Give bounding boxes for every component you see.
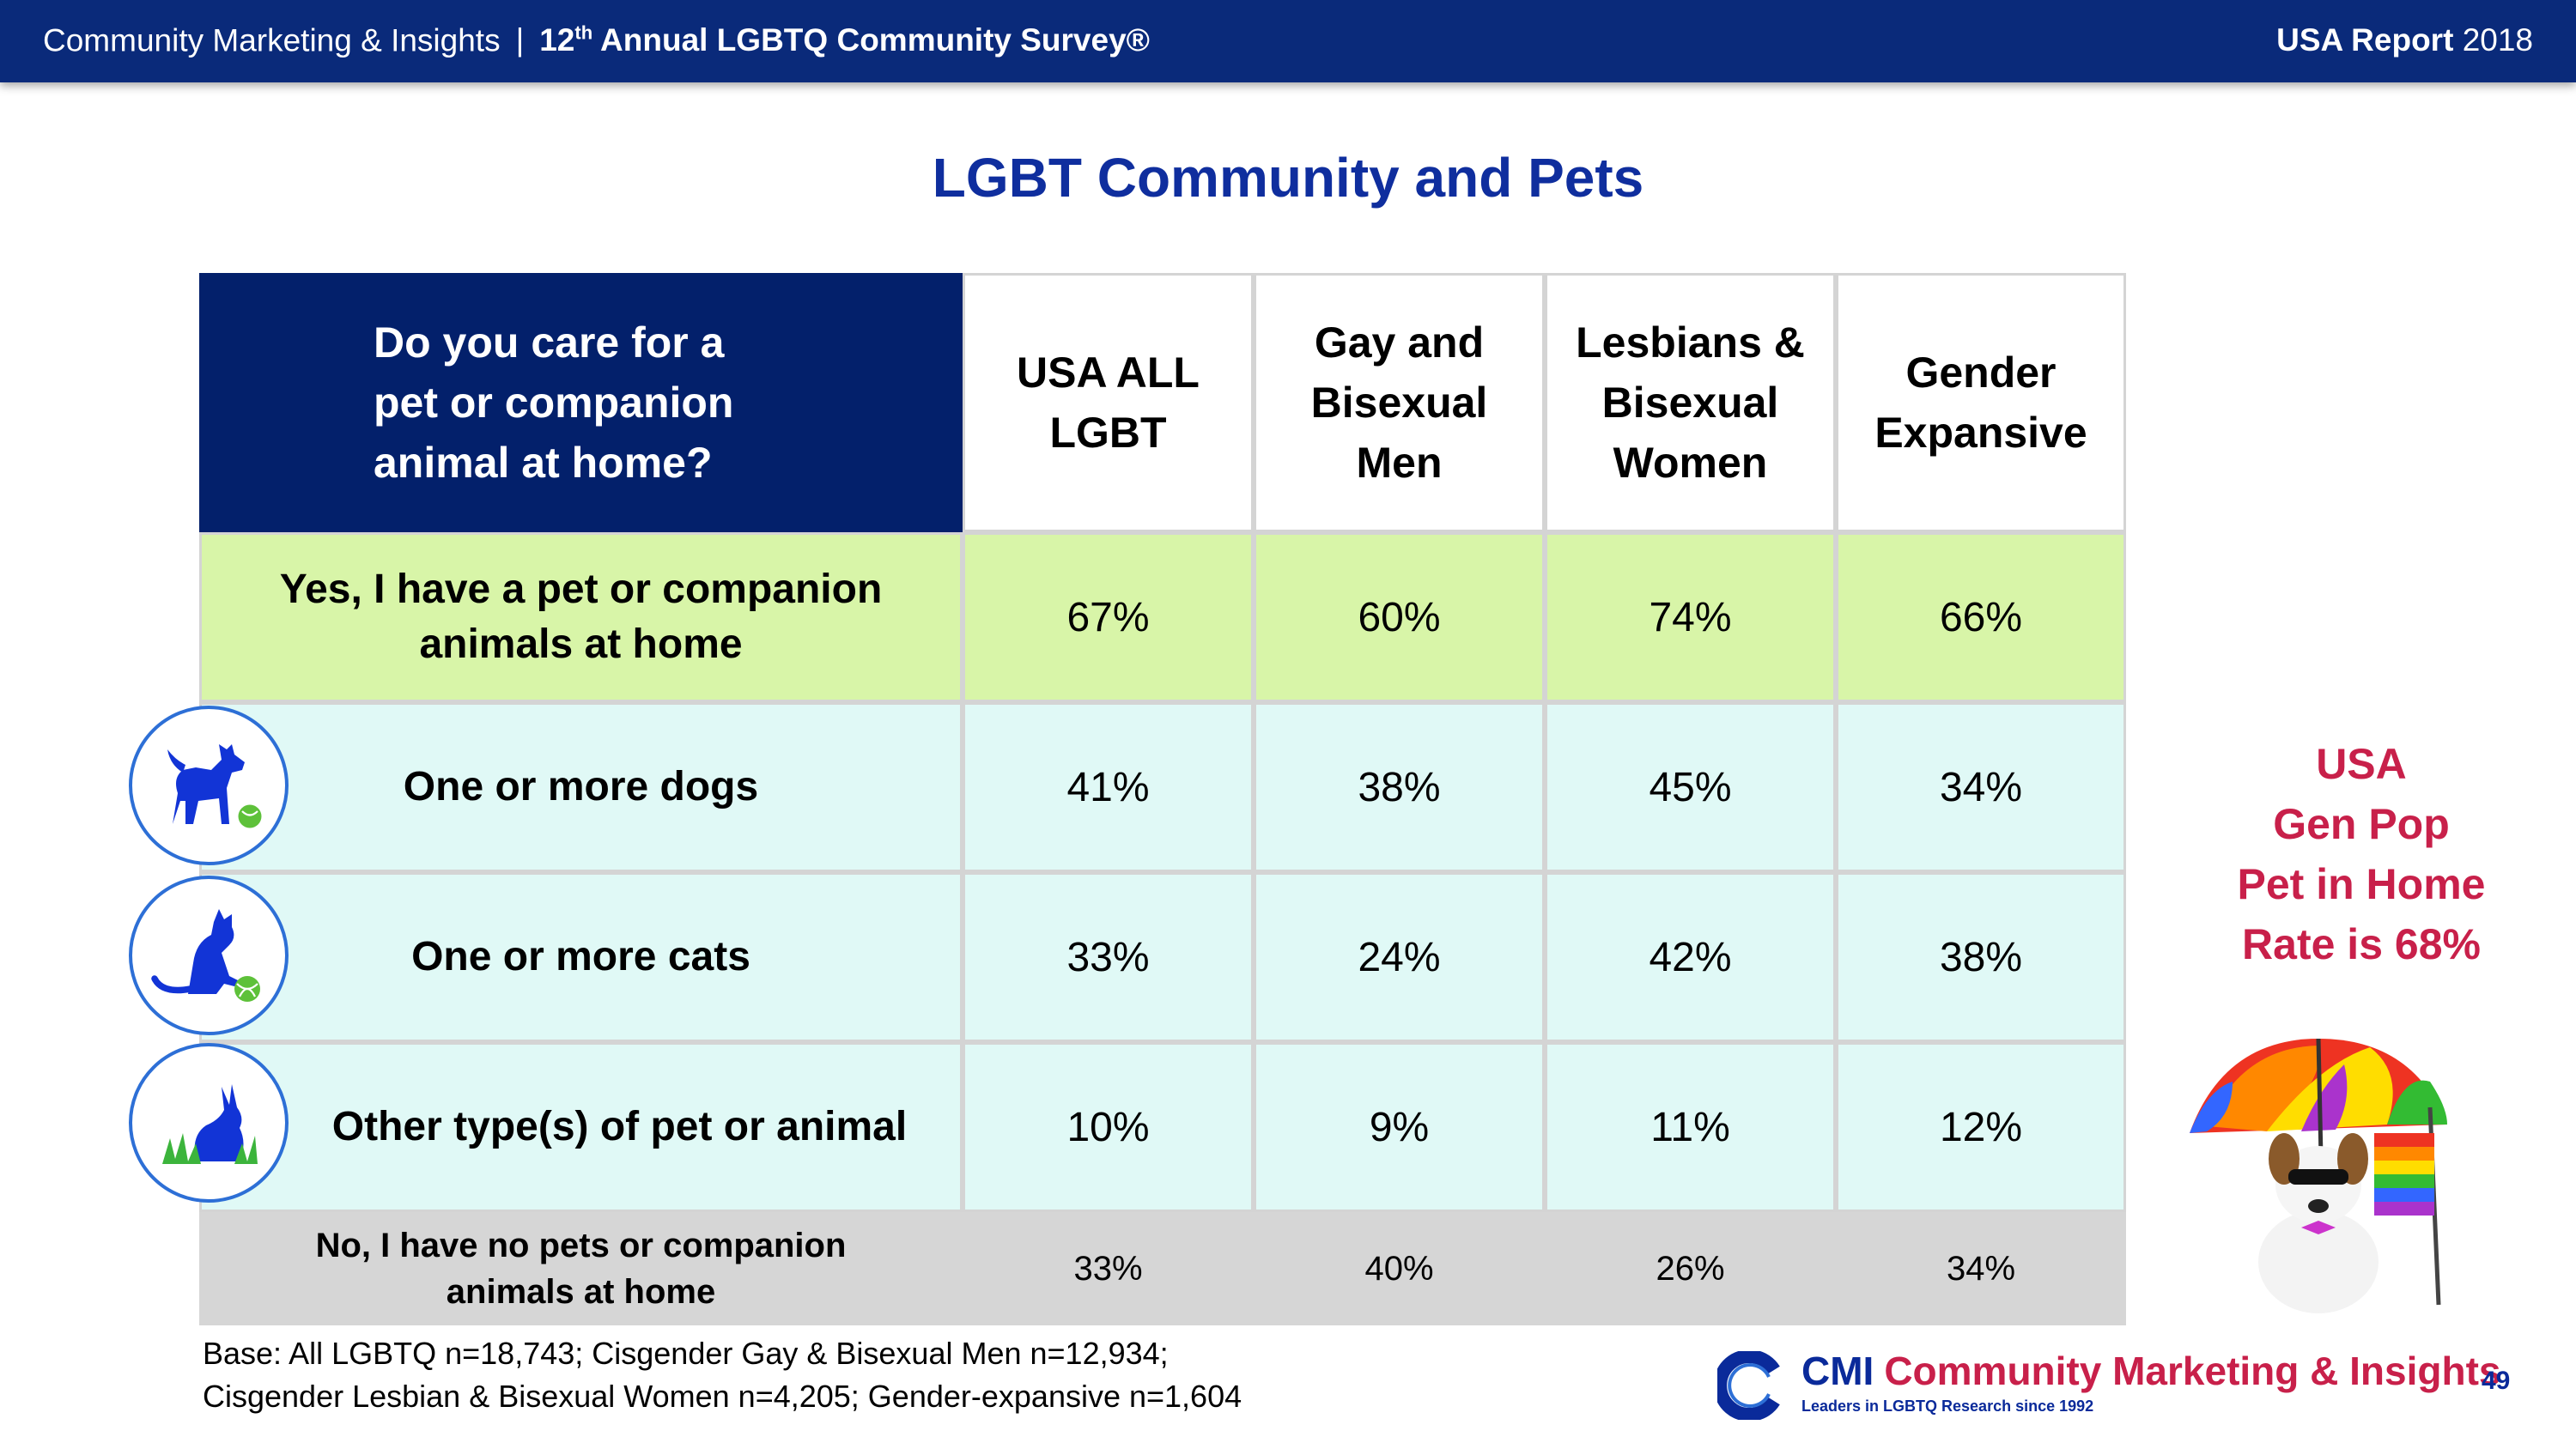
logo-text: CMI Community Marketing & Insights xyxy=(1801,1348,2501,1394)
table-cell: 40% xyxy=(1254,1212,1545,1325)
col-header-lesbian-bi-women: Lesbians & Bisexual Women xyxy=(1545,273,1836,532)
row-label-text: One or more dogs xyxy=(403,764,759,809)
base-note: Base: All LGBTQ n=18,743; Cisgender Gay … xyxy=(203,1332,1242,1418)
report-label: USA Report 2018 xyxy=(2276,22,2533,58)
genpop-line: Rate is 68% xyxy=(2242,920,2481,968)
dog-svg xyxy=(167,744,262,828)
header-left: Community Marketing & Insights | 12th Annu… xyxy=(43,22,1150,58)
question-cell: Do you care for a pet or companion anima… xyxy=(199,273,963,532)
row-label-dogs: One or more dogs xyxy=(199,702,963,872)
col-header-gay-bi-men: Gay and Bisexual Men xyxy=(1254,273,1545,532)
header-bar: Community Marketing & Insights | 12th Annu… xyxy=(0,0,2576,82)
cmi-logo: CMI Community Marketing & Insights Leader… xyxy=(1717,1348,2501,1425)
question-text: Do you care for a pet or companion anima… xyxy=(374,318,734,487)
table-cell: 9% xyxy=(1254,1042,1545,1212)
row-label-yes: Yes, I have a pet or companion animals a… xyxy=(199,532,963,702)
table-cell: 12% xyxy=(1836,1042,2126,1212)
survey-ordinal: th xyxy=(574,22,593,44)
genpop-callout: USA Gen Pop Pet in Home Rate is 68% xyxy=(2215,734,2507,974)
genpop-line: Pet in Home xyxy=(2237,860,2486,908)
rainbow-dog-image xyxy=(2190,1038,2447,1313)
table-cell: 66% xyxy=(1836,532,2126,702)
table-cell: 11% xyxy=(1545,1042,1836,1212)
col-header-text: Gay and Bisexual Men xyxy=(1310,318,1488,487)
rabbit-svg xyxy=(162,1084,258,1164)
logo-mark xyxy=(1717,1351,1780,1420)
logo-tagline: Leaders in LGBTQ Research since 1992 xyxy=(1801,1397,2094,1415)
cat-icon xyxy=(129,876,289,1035)
table-cell: 67% xyxy=(963,532,1254,702)
base-note-line1: Base: All LGBTQ n=18,743; Cisgender Gay … xyxy=(203,1336,1169,1371)
page-number: 49 xyxy=(2482,1367,2511,1395)
table-cell: 38% xyxy=(1836,872,2126,1042)
table-cell: 74% xyxy=(1545,532,1836,702)
col-header-gender-expansive: Gender Expansive xyxy=(1836,273,2126,532)
row-label-text: One or more cats xyxy=(411,934,750,979)
base-note-line2: Cisgender Lesbian & Bisexual Women n=4,2… xyxy=(203,1379,1242,1414)
header-separator: | xyxy=(515,22,525,58)
logo-name: Community Marketing & Insights xyxy=(1884,1349,2501,1393)
rabbit-icon xyxy=(129,1043,289,1203)
col-header-text: Gender Expansive xyxy=(1874,349,2087,457)
col-header-text: Lesbians & Bisexual Women xyxy=(1576,318,1805,487)
org-name: Community Marketing & Insights xyxy=(43,22,501,58)
table-cell: 38% xyxy=(1254,702,1545,872)
table-cell: 33% xyxy=(963,872,1254,1042)
row-label-cats: One or more cats xyxy=(199,872,963,1042)
survey-name: Annual LGBTQ Community Survey® xyxy=(592,22,1150,58)
dog-icon xyxy=(129,706,289,865)
table-cell: 34% xyxy=(1836,1212,2126,1325)
pets-table: Do you care for a pet or companion anima… xyxy=(199,273,2126,1325)
survey-number: 12 xyxy=(539,22,575,58)
survey-title: 12th Annual LGBTQ Community Survey® xyxy=(539,22,1150,58)
table-cell: 41% xyxy=(963,702,1254,872)
report-year: 2018 xyxy=(2462,22,2533,58)
row-label-text: Other type(s) of pet or animal xyxy=(331,1104,908,1149)
table-cell: 45% xyxy=(1545,702,1836,872)
row-label-other: Other type(s) of pet or animal xyxy=(199,1042,963,1212)
row-label-no: No, I have no pets or companion animals … xyxy=(199,1212,963,1325)
report-name: USA Report xyxy=(2276,22,2454,58)
table-cell: 26% xyxy=(1545,1212,1836,1325)
table-cell: 33% xyxy=(963,1212,1254,1325)
row-label-text: No, I have no pets or companion animals … xyxy=(315,1227,847,1311)
genpop-line: Gen Pop xyxy=(2273,800,2450,848)
cat-svg xyxy=(151,909,260,1002)
col-header-usa-all: USA ALL LGBT xyxy=(963,273,1254,532)
page-title: LGBT Community and Pets xyxy=(932,147,1644,209)
row-label-text: Yes, I have a pet or companion animals a… xyxy=(279,567,883,667)
table-cell: 42% xyxy=(1545,872,1836,1042)
table-cell: 10% xyxy=(963,1042,1254,1212)
table-cell: 34% xyxy=(1836,702,2126,872)
genpop-line: USA xyxy=(2316,740,2407,788)
logo-cmi: CMI xyxy=(1801,1349,1874,1393)
table-cell: 60% xyxy=(1254,532,1545,702)
col-header-text: USA ALL LGBT xyxy=(1017,349,1200,457)
table-cell: 24% xyxy=(1254,872,1545,1042)
